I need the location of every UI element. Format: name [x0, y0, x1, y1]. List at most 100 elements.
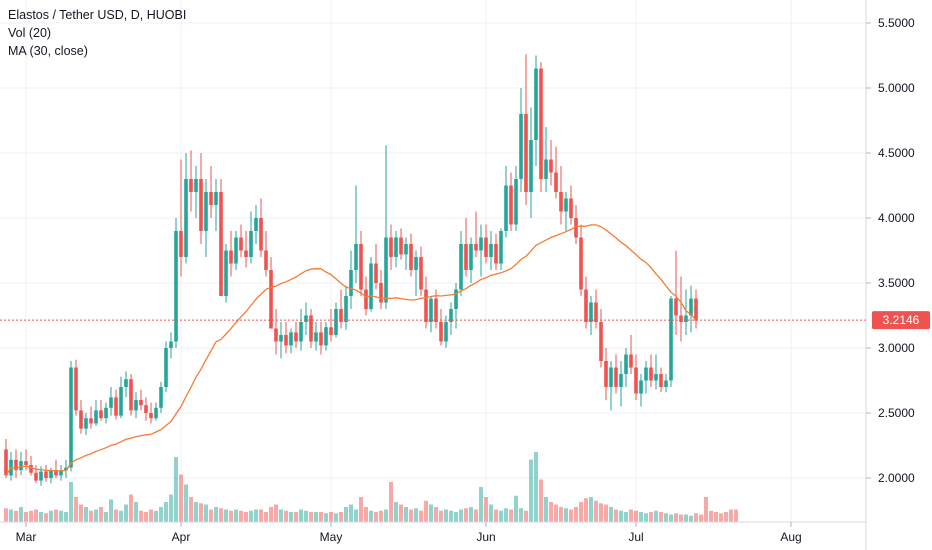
volume-bar	[549, 502, 553, 522]
candle-body	[474, 244, 478, 251]
y-tick-label: 3.5000	[878, 276, 915, 290]
volume-bar	[364, 507, 368, 522]
candle-body	[614, 367, 618, 387]
volume-bar	[589, 497, 593, 522]
candle-body	[139, 400, 143, 406]
volume-bar	[214, 507, 218, 522]
candle-body	[499, 231, 503, 264]
candle-body	[564, 198, 568, 212]
volume-bar	[84, 507, 88, 522]
volume-bar	[119, 510, 123, 522]
volume-indicator-label[interactable]: Vol (20)	[8, 26, 52, 40]
candle-body	[504, 185, 508, 231]
candle-body	[224, 250, 228, 296]
ma-indicator-label[interactable]: MA (30, close)	[8, 44, 88, 58]
x-tick-label: Mar	[16, 530, 37, 544]
candle-body	[239, 237, 243, 251]
candle-body	[419, 257, 423, 290]
candle-body	[199, 179, 203, 231]
volume-bar	[569, 509, 573, 522]
volume-bar	[149, 509, 153, 522]
candle-body	[279, 335, 283, 342]
candle-body	[374, 263, 378, 283]
candle-body	[104, 407, 108, 419]
candle-body	[639, 380, 643, 394]
candle-body	[464, 244, 468, 270]
volume-bar	[79, 504, 83, 522]
candle-body	[344, 296, 348, 322]
candle-body	[594, 302, 598, 322]
candle-body	[44, 471, 48, 478]
volume-bar	[449, 510, 453, 522]
volume-bar	[674, 513, 678, 522]
candle-body	[289, 332, 293, 346]
volume-bar	[394, 502, 398, 522]
candle-body	[219, 192, 223, 296]
volume-bar	[174, 457, 178, 522]
volume-bar	[204, 504, 208, 522]
candle-body	[14, 459, 18, 471]
volume-bar	[624, 512, 628, 522]
candle-body	[314, 332, 318, 342]
volume-bar	[429, 504, 433, 522]
volume-bar	[74, 497, 78, 522]
volume-bar	[679, 514, 683, 522]
candle-body	[109, 397, 113, 408]
moving-average-line	[5, 224, 697, 476]
volume-bar	[34, 509, 38, 522]
volume-bar	[494, 509, 498, 522]
candle-body	[629, 354, 633, 368]
volume-bar	[294, 512, 298, 522]
volume-bar	[329, 512, 333, 522]
volume-bars	[4, 452, 738, 522]
candle-body	[384, 237, 388, 303]
volume-bar	[384, 509, 388, 522]
candle-body	[459, 244, 463, 290]
volume-bar	[704, 497, 708, 522]
volume-bar	[159, 507, 163, 522]
candle-body	[574, 218, 578, 238]
volume-bar	[584, 498, 588, 522]
volume-bar	[339, 512, 343, 522]
candle-body	[549, 159, 553, 173]
candle-body	[599, 322, 603, 361]
volume-bar	[224, 509, 228, 522]
volume-bar	[414, 508, 418, 522]
price-axis[interactable]: 5.5000 5.0000 4.5000 4.0000 3.5000 3.0000 2.50…	[865, 0, 932, 550]
volume-bar	[509, 509, 513, 522]
volume-bar	[54, 509, 58, 522]
volume-bar	[654, 510, 658, 522]
candle-body	[229, 250, 233, 264]
volume-bar	[189, 497, 193, 522]
candle-body	[54, 470, 58, 476]
candle-body	[329, 327, 333, 335]
candle-body	[469, 244, 473, 270]
volume-bar	[554, 504, 558, 522]
candle-body	[494, 244, 498, 264]
volume-bar	[644, 513, 648, 522]
volume-bar	[324, 513, 328, 522]
volume-bar	[519, 508, 523, 522]
time-axis[interactable]: Mar Apr May Jun Jul Aug	[0, 521, 866, 544]
candle-body	[214, 192, 218, 205]
candle-body	[269, 270, 273, 329]
candle-body	[554, 172, 558, 192]
candle-body	[189, 179, 193, 192]
volume-bar	[284, 510, 288, 522]
candle-body	[424, 289, 428, 322]
volume-bar	[524, 510, 528, 522]
volume-bar	[194, 502, 198, 522]
volume-bar	[479, 487, 483, 522]
volume-bar	[604, 504, 608, 522]
volume-bar	[504, 508, 508, 522]
candle-body	[79, 410, 83, 429]
volume-bar	[49, 510, 53, 522]
volume-bar	[619, 510, 623, 522]
volume-bar	[689, 515, 693, 522]
volume-bar	[184, 484, 188, 522]
volume-bar	[304, 510, 308, 522]
last-price-badge	[872, 311, 930, 330]
candle-body	[379, 283, 383, 303]
candle-body	[669, 298, 673, 381]
